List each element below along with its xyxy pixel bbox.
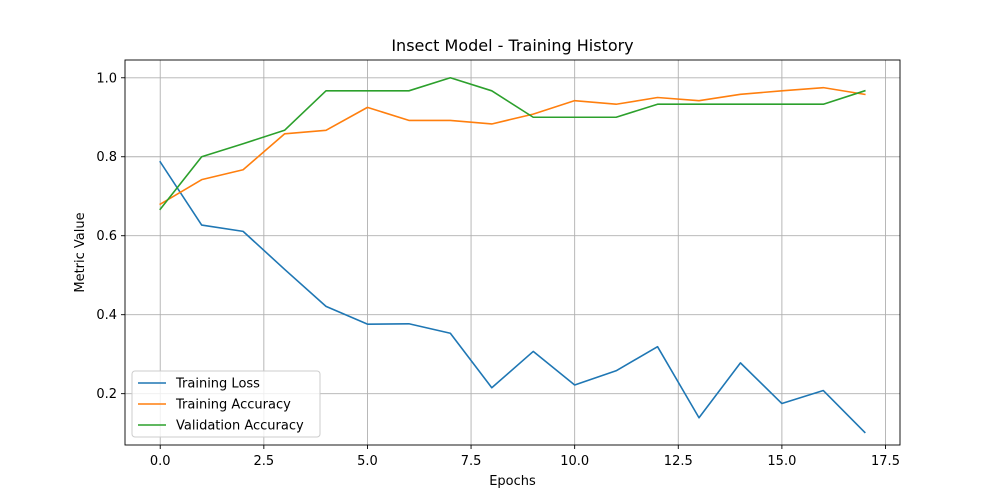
series-line-training-loss xyxy=(159,160,866,434)
y-axis-label: Metric Value xyxy=(73,212,88,292)
x-tick-label: 10.0 xyxy=(560,454,589,469)
x-tick-label: 7.5 xyxy=(461,454,482,469)
y-axis-ticks: 0.2 0.4 0.6 0.8 1.0 xyxy=(96,71,125,402)
legend-box xyxy=(131,370,321,438)
x-tick-label: 0.0 xyxy=(150,454,171,469)
y-tick-label: 0.8 xyxy=(96,150,117,165)
x-tick-label: 17.5 xyxy=(871,454,900,469)
x-axis-label: Epochs xyxy=(489,474,536,489)
legend-label-validation-accuracy: Validation Accuracy xyxy=(176,419,304,434)
y-tick-label: 0.2 xyxy=(96,387,117,402)
y-tick-label: 0.4 xyxy=(96,308,117,323)
chart-title: Insect Model - Training History xyxy=(391,36,633,55)
legend-label-training-loss: Training Loss xyxy=(175,377,260,392)
plot-frame xyxy=(124,59,901,446)
legend: Training Loss Training Accuracy Validation… xyxy=(131,370,321,438)
x-tick-label: 5.0 xyxy=(357,454,378,469)
series-lines xyxy=(159,76,866,434)
series-line-training-accuracy xyxy=(159,86,866,206)
grid xyxy=(125,60,900,445)
legend-label-training-accuracy: Training Accuracy xyxy=(175,398,291,413)
series-line-validation-accuracy xyxy=(159,76,866,211)
y-tick-label: 0.6 xyxy=(96,229,117,244)
x-tick-label: 12.5 xyxy=(664,454,693,469)
x-tick-label: 2.5 xyxy=(253,454,274,469)
x-tick-label: 15.0 xyxy=(767,454,796,469)
x-axis-ticks: 0.0 2.5 5.0 7.5 10.0 12.5 15.0 17.5 xyxy=(150,445,900,469)
y-tick-label: 1.0 xyxy=(96,71,117,86)
